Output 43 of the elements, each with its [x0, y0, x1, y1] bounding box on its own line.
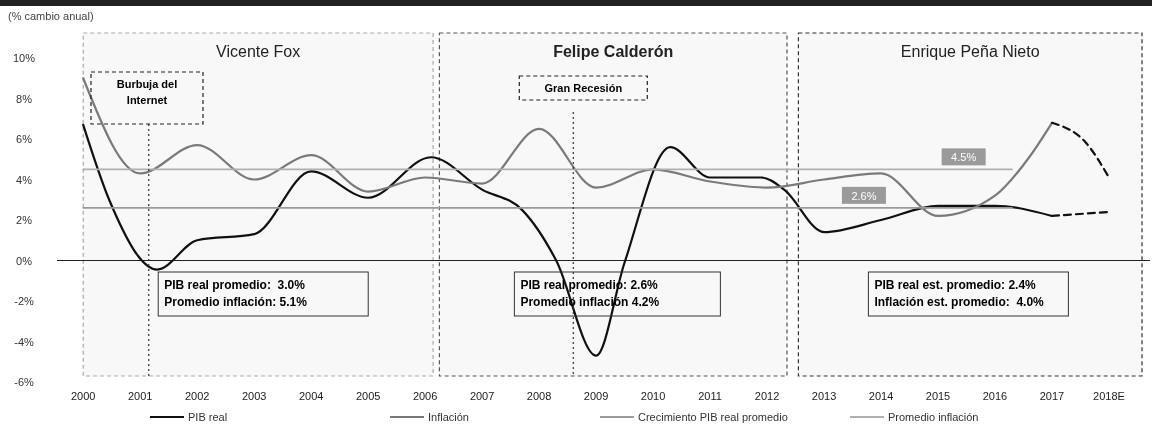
x-tick-label: 2013 [811, 390, 837, 402]
x-tick-label: 2018E [1093, 390, 1125, 402]
x-tick-label: 2003 [241, 390, 267, 402]
y-tick-label: 6% [16, 133, 33, 145]
band-label: Felipe Calderón [553, 43, 674, 60]
x-tick-label: 2011 [698, 390, 722, 402]
x-tick-label: 2010 [640, 390, 666, 402]
legend-label: Inflación [428, 411, 469, 423]
x-tick-label: 2005 [355, 390, 381, 402]
x-tick-label: 2014 [868, 390, 894, 402]
x-tick-label: 2015 [925, 390, 951, 402]
band-label: Enrique Peña Nieto [900, 43, 1040, 60]
y-tick-label: 8% [16, 92, 33, 105]
y-tick-label: 2% [16, 214, 33, 226]
x-tick-label: 2016 [982, 390, 1008, 402]
x-tick-label: 2007 [469, 390, 495, 402]
annotation: PIB real est. promedio: 2.4% Inflación est. promedio: 4.0% [874, 278, 1045, 309]
y-tick-label: 4% [16, 173, 33, 186]
legend-label: Crecimiento PIB real promedio [638, 411, 788, 423]
x-tick-label: 2012 [754, 390, 780, 402]
annotation: 2.6% [851, 189, 877, 202]
x-tick-label: 2006 [412, 390, 438, 402]
x-tick-label: 2004 [298, 390, 324, 402]
y-tick-label: -2% [14, 295, 34, 307]
legend-label: PIB real [188, 411, 228, 423]
line-series [82, 77, 1054, 218]
x-tick-label: 2009 [583, 390, 609, 402]
x-tick-label: 2017 [1039, 390, 1065, 402]
annotation: PIB real promedio: 3.0% Promedio inflación: 5.1% [164, 278, 308, 309]
y-tick-label: 10% [12, 52, 36, 64]
x-tick-label: 2002 [184, 390, 210, 402]
y-axis-title: (% cambio anual) [8, 10, 94, 22]
ref-line-label: Burbuja del Internet [116, 78, 178, 106]
band-label: Vicente Fox [216, 43, 301, 60]
x-tick-label: 2008 [526, 390, 552, 402]
y-tick-label: 0% [16, 254, 33, 267]
x-tick-label: 2001 [127, 390, 153, 402]
y-tick-label: -6% [14, 376, 34, 388]
y-tick-label: -4% [14, 335, 34, 348]
annotation: 4.5% [951, 151, 977, 164]
x-tick-label: 2000 [70, 390, 96, 402]
ref-line-label: Gran Recesión [544, 82, 623, 94]
legend-label: Promedio inflación [888, 411, 979, 423]
